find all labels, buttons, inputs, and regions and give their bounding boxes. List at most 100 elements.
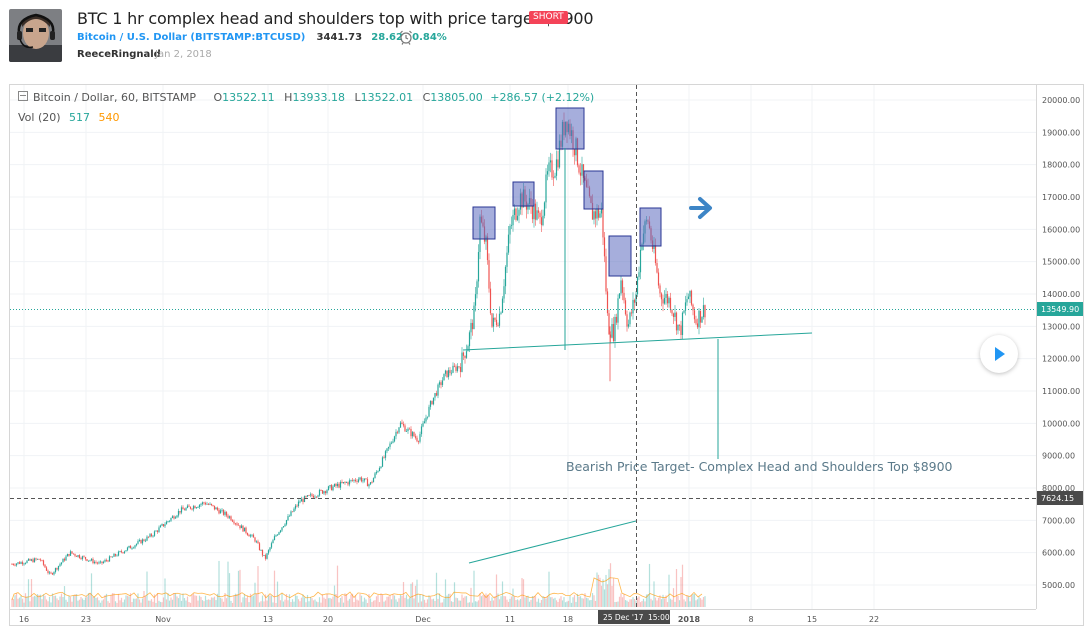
candle-body [546, 171, 549, 175]
price-tick-label: 5000.00 [1042, 581, 1075, 590]
candle-body [453, 365, 456, 367]
volume-bar [284, 599, 286, 607]
volume-bar [681, 564, 684, 607]
pattern-box [555, 107, 585, 150]
candle-body [243, 527, 246, 532]
play-button[interactable] [980, 335, 1018, 373]
candle-body [113, 553, 115, 557]
candle-body [545, 174, 547, 203]
candle-body [386, 448, 388, 452]
volume-bar [383, 601, 385, 607]
volume-bar [351, 593, 354, 607]
volume-bar [360, 595, 363, 607]
candle-body [458, 366, 460, 368]
candle-body [140, 539, 142, 544]
volume-bar [432, 598, 435, 607]
volume-bar [446, 595, 448, 607]
price-tick-label: 20000.00 [1042, 96, 1080, 105]
collapse-icon[interactable] [18, 91, 28, 101]
neckline [462, 332, 813, 351]
candle-body [252, 534, 255, 538]
crosshair-time-value: 15:00 [648, 613, 670, 622]
volume-bar [183, 598, 186, 607]
volume-bar [669, 598, 672, 607]
last-price-value: 13549.90 [1041, 305, 1079, 314]
candle-body [329, 485, 331, 487]
candle-body [176, 515, 178, 518]
alarm-clock-icon[interactable] [398, 29, 414, 50]
author-avatar[interactable] [9, 9, 62, 62]
candle-body [660, 293, 663, 300]
candle-body [92, 558, 94, 564]
price-tick-label: 7000.00 [1042, 516, 1075, 525]
candle-body [615, 316, 618, 323]
volume-bar [695, 600, 697, 607]
volume-bar [195, 595, 198, 607]
volume-bar [258, 602, 261, 607]
volume-bar [509, 598, 511, 607]
price-tick-label: 12000.00 [1042, 355, 1080, 364]
candle-body [200, 504, 202, 505]
candle-body [441, 380, 444, 385]
volume-bar [105, 593, 108, 607]
volume-bar [236, 594, 238, 607]
volume-bar [548, 571, 550, 607]
volume-bar [74, 594, 76, 607]
volume-bar [92, 596, 94, 607]
candle-body [111, 556, 114, 558]
candle-body [576, 138, 579, 166]
candle-body [20, 562, 22, 564]
candle-body [72, 553, 75, 555]
candle-body [623, 292, 625, 301]
volume-bar [303, 597, 306, 607]
volume-bar [572, 597, 574, 607]
volume-bar [605, 574, 607, 607]
candle-body [17, 562, 19, 564]
candle-body [405, 431, 408, 432]
volume-bar [471, 602, 474, 607]
candle-body [261, 549, 264, 556]
candle-body [605, 256, 607, 292]
symbol-link[interactable]: Bitcoin / U.S. Dollar (BITSTAMP:BTCUSD) [77, 32, 306, 43]
candle-body [128, 545, 130, 548]
candle-body [158, 527, 160, 532]
candle-body [431, 401, 433, 405]
candle-body [93, 561, 96, 564]
candle-body [42, 560, 45, 565]
volume-bar [297, 599, 300, 607]
candle-body [53, 571, 55, 575]
candle-body [636, 277, 639, 295]
volume-bar [549, 597, 552, 607]
volume-bar [323, 597, 325, 607]
candle-body [60, 562, 63, 565]
candle-body [603, 237, 606, 257]
volume-bar [702, 597, 705, 607]
legend-close-label: C [422, 91, 431, 104]
candle-body [609, 334, 612, 338]
volume-bar [395, 599, 397, 607]
author-name[interactable]: ReeceRingnald [77, 49, 161, 60]
volume-bar [488, 595, 490, 607]
volume-bar [161, 602, 163, 607]
volume-bar [552, 598, 555, 607]
volume-bar [591, 593, 594, 607]
candle-body [57, 565, 60, 570]
volume-bar [650, 598, 652, 607]
candle-body [297, 501, 300, 507]
volume-bar [203, 601, 205, 607]
candle-body [207, 503, 210, 505]
volume-bar [257, 566, 259, 607]
candle-body [270, 543, 273, 548]
volume-bar [266, 600, 268, 607]
volume-bar [696, 599, 699, 607]
candle-body [413, 432, 415, 437]
volume-bar [638, 596, 640, 607]
volume-bar [698, 596, 700, 607]
volume-bar [194, 595, 196, 607]
volume-bar [354, 595, 357, 607]
candle-body [122, 552, 124, 554]
candle-body [75, 555, 78, 557]
volume-bar [93, 596, 96, 607]
volume-bar [240, 602, 243, 607]
